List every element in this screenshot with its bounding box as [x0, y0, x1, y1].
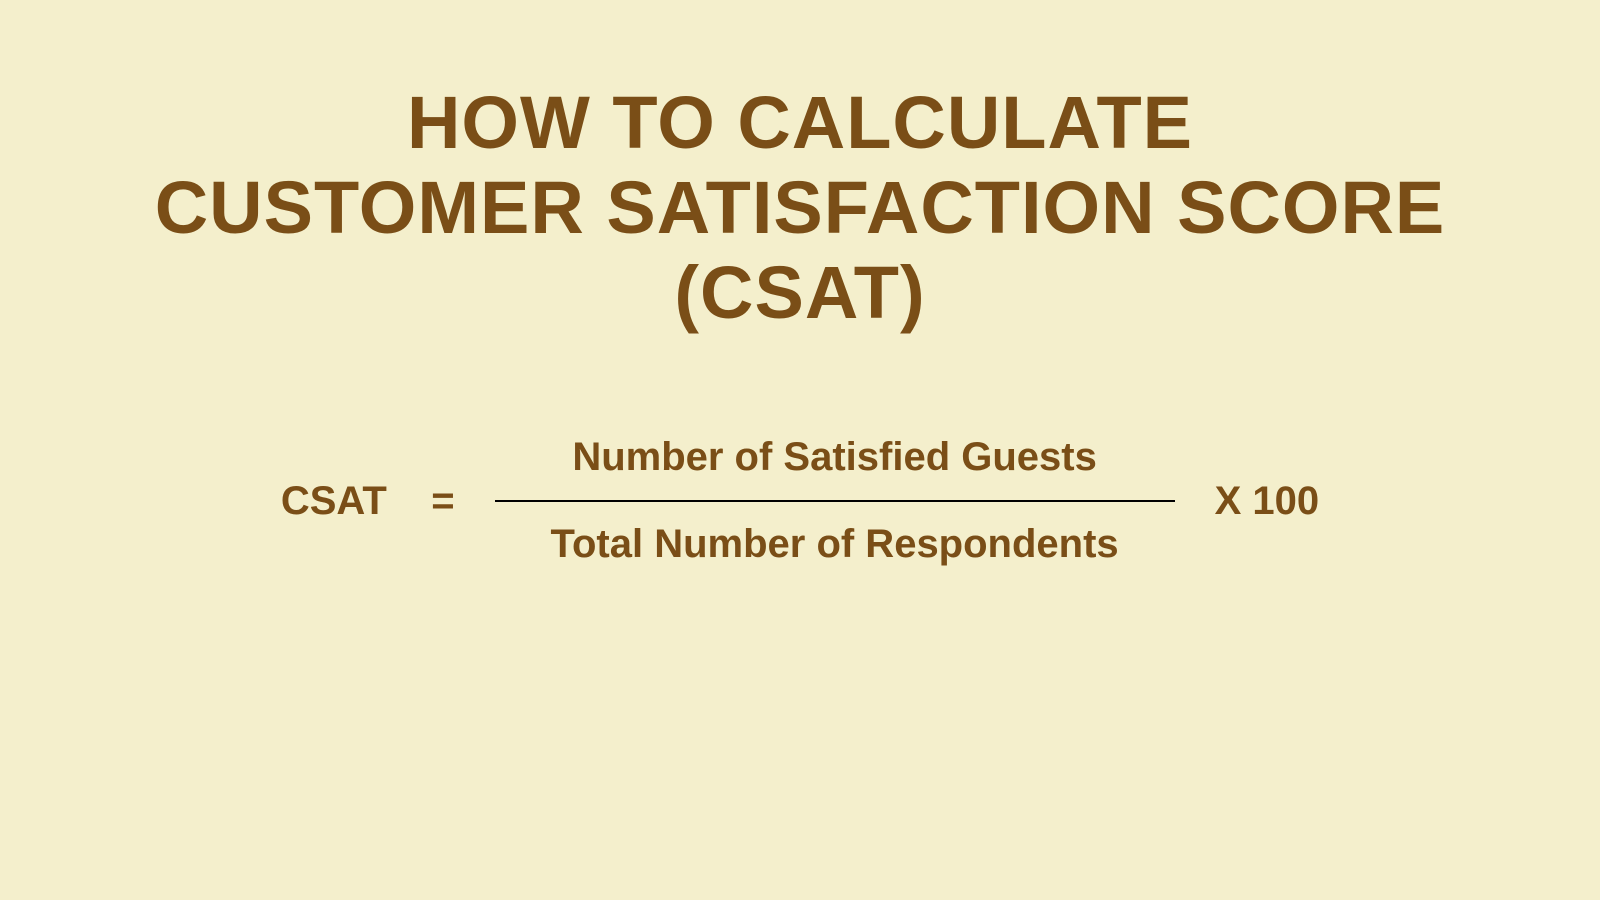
main-title: HOW TO CALCULATE CUSTOMER SATISFACTION S… [155, 80, 1446, 335]
formula-variable: CSAT [281, 479, 387, 523]
formula-equals: = [431, 479, 454, 523]
title-line-2: CUSTOMER SATISFACTION SCORE [155, 165, 1446, 250]
title-line-3: (CSAT) [155, 250, 1446, 335]
fraction-numerator: Number of Satisfied Guests [572, 435, 1097, 480]
formula-section: CSAT = Number of Satisfied Guests Total … [281, 435, 1319, 567]
formula-left-side: CSAT = [281, 479, 455, 524]
fraction-denominator: Total Number of Respondents [551, 522, 1119, 567]
fraction-container: Number of Satisfied Guests Total Number … [495, 435, 1175, 567]
infographic-container: HOW TO CALCULATE CUSTOMER SATISFACTION S… [0, 0, 1600, 900]
fraction-divider-line [495, 500, 1175, 502]
title-line-1: HOW TO CALCULATE [155, 80, 1446, 165]
formula-multiplier: X 100 [1215, 479, 1320, 524]
